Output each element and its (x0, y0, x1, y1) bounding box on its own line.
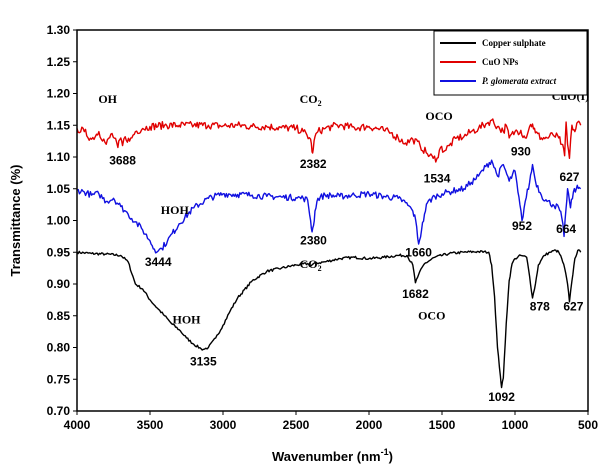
x-axis-label: Wavenumber (nm-1) (272, 447, 393, 464)
peak-annotation: 2380 (300, 234, 327, 248)
peak-annotation-text: 3688 (109, 154, 136, 168)
peak-annotation-text: OCO (425, 109, 452, 123)
y-tick-label: 1.20 (47, 87, 71, 101)
series-layer (76, 118, 582, 389)
peak-annotation: OCO (425, 109, 452, 123)
peak-annotation-text: OCO (418, 309, 445, 323)
y-axis-label: Transmittance (%) (8, 165, 23, 277)
legend: Copper sulphate CuO NPs P. glomerata extra… (433, 30, 588, 96)
x-tick-label: 2000 (356, 418, 383, 432)
peak-annotation: 1534 (424, 171, 451, 185)
peak-annotation: 1660 (405, 246, 432, 260)
peak-annotation-text: HOH (161, 203, 190, 217)
y-tick-label: 0.95 (47, 245, 71, 259)
peak-annotation: 1682 (402, 287, 429, 301)
legend-entry: Copper sulphate (482, 38, 546, 48)
x-axis-label-end: ) (389, 449, 393, 464)
peak-annotation-text: 664 (556, 222, 576, 236)
peak-annotation-text: 1682 (402, 287, 429, 301)
peak-annotation-text: 1534 (424, 171, 451, 185)
series-line-2 (76, 159, 582, 254)
peak-annotation: HOH (172, 312, 201, 326)
peak-annotation: OCO (418, 309, 445, 323)
peak-annotation: CO2 (300, 257, 322, 273)
peak-annotation-text: CO (300, 92, 318, 106)
peak-annotation: HOH (161, 203, 190, 217)
y-tick-label: 0.75 (47, 372, 71, 386)
y-tick-label: 0.80 (47, 341, 71, 355)
peak-annotation-text: 1092 (488, 390, 515, 404)
peak-annotation-text: 2382 (300, 157, 327, 171)
peak-annotation-text: 1660 (405, 246, 432, 260)
peak-annotation: CO2 (300, 92, 322, 108)
peak-annotation-subscript: 2 (318, 264, 322, 273)
peak-annotation-text: 930 (511, 145, 531, 159)
peak-annotation-text: 627 (559, 170, 579, 184)
x-tick-label: 500 (578, 418, 598, 432)
peak-annotation: 627 (563, 300, 583, 314)
legend-entry: P. glomerata extract (482, 76, 557, 86)
x-tick-label: 3000 (210, 418, 237, 432)
y-tick-label: 0.85 (47, 309, 71, 323)
peak-annotation: 627 (559, 170, 579, 184)
peak-annotation: 3135 (190, 354, 217, 368)
x-tick-label: 1500 (429, 418, 456, 432)
x-tick-label: 4000 (64, 418, 91, 432)
series-line-1 (76, 118, 582, 163)
peak-annotation: 3688 (109, 154, 136, 168)
peak-annotation-text: 3444 (145, 255, 172, 269)
peak-annotation-text: 3135 (190, 354, 217, 368)
peak-annotation-text: 878 (530, 300, 550, 314)
x-tick-label: 1000 (502, 418, 529, 432)
peak-annotation: 2382 (300, 157, 327, 171)
y-tick-label: 1.10 (47, 150, 71, 164)
x-axis-label-superscript: -1 (381, 447, 389, 457)
y-tick-label: 0.70 (47, 404, 71, 418)
y-tick-label: 0.90 (47, 277, 71, 291)
legend-entry: CuO NPs (482, 57, 519, 67)
peak-annotation: 878 (530, 300, 550, 314)
tick-layer: 0.70 0.75 0.80 0.85 0.90 0.95 1.00 1.05 1.10 1.15… (47, 23, 599, 432)
x-axis-label-main: Wavenumber (nm (272, 449, 381, 464)
peak-annotation: 1092 (488, 390, 515, 404)
series-line-0 (76, 249, 582, 389)
y-tick-label: 1.25 (47, 55, 71, 69)
peak-annotation-subscript: 2 (318, 99, 322, 108)
peak-annotation: 3444 (145, 255, 172, 269)
peak-annotation: 930 (511, 145, 531, 159)
peak-annotation-text: 627 (563, 300, 583, 314)
peak-annotation-text: CO (300, 257, 318, 271)
y-tick-label: 1.30 (47, 23, 71, 37)
peak-annotation: 664 (556, 222, 576, 236)
y-tick-label: 1.15 (47, 118, 71, 132)
y-tick-label: 1.05 (47, 182, 71, 196)
x-tick-label: 3500 (137, 418, 164, 432)
plot-frame (76, 29, 589, 412)
annotation-layer: OH3688CO22382OCO1534930CuO(I)627HOH34442… (98, 89, 589, 404)
peak-annotation: OH (98, 92, 117, 106)
peak-annotation-text: OH (98, 92, 117, 106)
peak-annotation: 952 (512, 219, 532, 233)
peak-annotation-text: 952 (512, 219, 532, 233)
peak-annotation-text: HOH (172, 312, 201, 326)
y-tick-label: 1.00 (47, 214, 71, 228)
x-tick-label: 2500 (283, 418, 310, 432)
peak-annotation-text: 2380 (300, 234, 327, 248)
